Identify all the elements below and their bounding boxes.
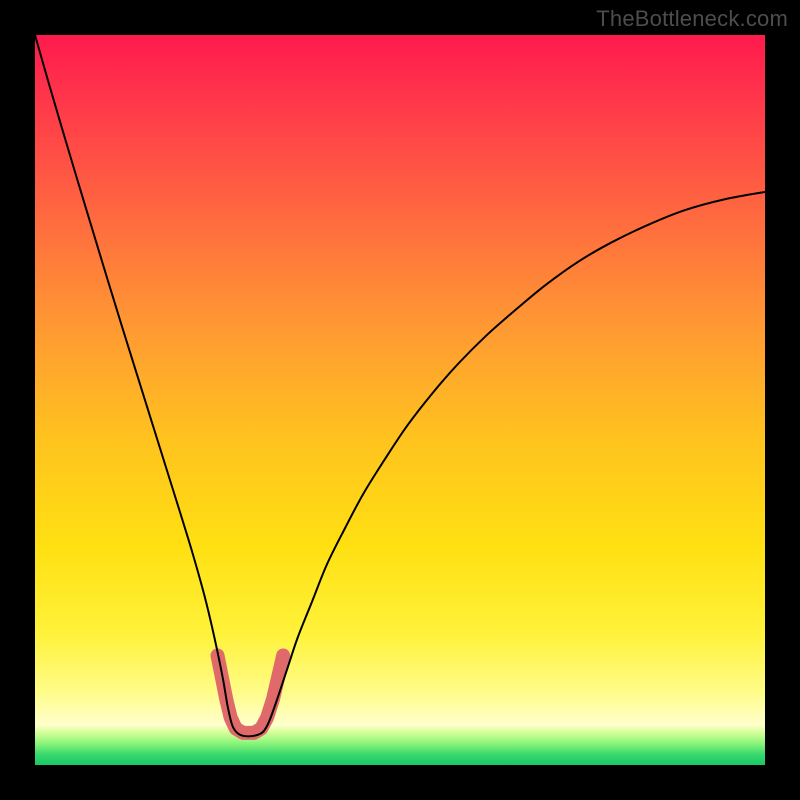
bottleneck-curve — [35, 35, 765, 736]
trough-highlight — [218, 656, 284, 733]
watermark-text: TheBottleneck.com — [596, 6, 788, 32]
plot-area — [35, 35, 765, 765]
chart-frame: TheBottleneck.com — [0, 0, 800, 800]
chart-overlay — [35, 35, 765, 765]
